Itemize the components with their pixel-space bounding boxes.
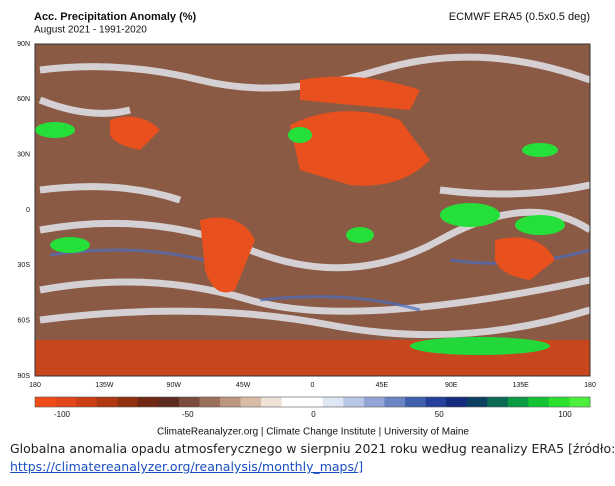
ocean-streaks xyxy=(38,53,592,339)
colorbar-swatch xyxy=(507,397,529,407)
colorbar-swatch xyxy=(261,397,282,407)
lat-label: 90S xyxy=(18,373,31,380)
colorbar-swatch xyxy=(466,397,488,407)
colorbar-label: 0 xyxy=(311,410,316,419)
colorbar-label: -50 xyxy=(182,410,194,419)
lon-label: 0 xyxy=(311,382,315,389)
lon-label: 180 xyxy=(29,382,41,389)
lon-label: 90E xyxy=(445,382,458,389)
lon-label: 135W xyxy=(95,382,114,389)
colorbar-swatch xyxy=(199,397,221,407)
colorbar-swatch xyxy=(363,397,385,407)
colorbar-frame xyxy=(34,396,591,408)
lat-label: 90N xyxy=(17,41,30,48)
credit: ClimateReanalyzer.org | Climate Change I… xyxy=(157,427,469,438)
colorbar-swatch xyxy=(322,397,344,407)
lon-label: 45E xyxy=(376,382,389,389)
colorbar-swatch xyxy=(137,397,159,407)
colorbar-swatch xyxy=(487,397,509,407)
colorbar-swatch xyxy=(35,397,56,407)
figure: Acc. Precipitation Anomaly (%) August 20… xyxy=(17,11,596,438)
colorbar-swatch xyxy=(569,397,591,407)
source: ECMWF ERA5 (0.5x0.5 deg) xyxy=(449,11,590,23)
colorbar-swatch xyxy=(178,397,200,407)
green-patch xyxy=(410,337,550,355)
colorbar-swatch xyxy=(446,397,467,407)
lat-label: 60S xyxy=(18,318,31,325)
lon-label: 135E xyxy=(512,382,529,389)
caption: Globalna anomalia opadu atmosferycznego … xyxy=(10,441,615,456)
colorbar-label: 100 xyxy=(558,410,572,419)
map xyxy=(34,43,592,377)
colorbar-swatch xyxy=(384,397,406,407)
colorbar-swatch xyxy=(55,397,77,407)
green-regions xyxy=(35,122,565,253)
colorbar-swatch xyxy=(528,397,550,407)
colorbar-swatch xyxy=(405,397,426,407)
colorbar-label: 50 xyxy=(435,410,444,419)
colorbar-swatch xyxy=(76,397,97,407)
orange-regions xyxy=(110,76,555,293)
colorbar-swatch xyxy=(117,397,139,407)
lon-label: 180 xyxy=(584,382,596,389)
lat-label: 0 xyxy=(26,207,30,214)
title: Acc. Precipitation Anomaly (%) xyxy=(34,11,197,23)
lat-label: 30N xyxy=(17,152,30,159)
colorbar-label: -100 xyxy=(54,410,71,419)
colorbar-swatch xyxy=(548,397,570,407)
lon-label: 90W xyxy=(167,382,182,389)
colorbar: -100 -50 0 50 100 xyxy=(34,396,591,419)
caption-link[interactable]: https://climatereanalyzer.org/reanalysis… xyxy=(10,459,364,474)
lat-label: 30S xyxy=(18,262,31,269)
colorbar-swatch xyxy=(220,397,241,407)
colorbar-swatch xyxy=(425,397,447,407)
caption-link-line: https://climatereanalyzer.org/reanalysis… xyxy=(10,459,363,474)
subtitle: August 2021 - 1991-2020 xyxy=(34,25,147,36)
lat-label: 60N xyxy=(17,96,30,103)
colorbar-swatch xyxy=(158,397,180,407)
colorbar-swatch xyxy=(240,397,262,407)
lon-label: 45W xyxy=(236,382,251,389)
colorbar-swatch xyxy=(281,397,303,407)
colorbar-swatch xyxy=(302,397,324,407)
colorbar-swatch xyxy=(343,397,365,407)
colorbar-swatch xyxy=(96,397,118,407)
map-frame xyxy=(34,43,591,377)
